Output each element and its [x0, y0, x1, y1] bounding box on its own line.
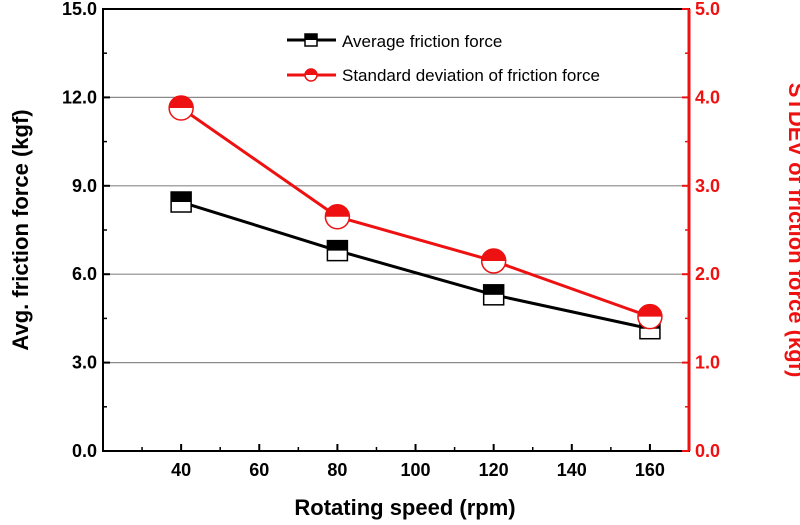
- point-avg-2-fill: [483, 284, 504, 295]
- left-tick-label-2: 6.0: [72, 264, 97, 284]
- right-tick-label-1: 1.0: [695, 353, 720, 373]
- legend-marker-stdev-fill: [305, 69, 317, 75]
- left-tick-label-4: 12.0: [62, 87, 97, 107]
- point-avg-1-fill: [327, 240, 348, 251]
- left-tick-label-0: 0.0: [72, 441, 97, 461]
- x-tick-label-3: 100: [401, 460, 431, 480]
- left-tick-label-1: 3.0: [72, 353, 97, 373]
- point-stdev-0: [168, 95, 194, 121]
- right-tick-label-0: 0.0: [695, 441, 720, 461]
- right-tick-label-4: 4.0: [695, 87, 720, 107]
- legend-label-stdev: Standard deviation of friction force: [342, 66, 600, 85]
- point-stdev-3-fill: [637, 304, 662, 317]
- series-lines: [180, 106, 651, 331]
- point-stdev-1: [324, 203, 351, 230]
- gridlines: [103, 96, 689, 364]
- x-tick-label-0: 40: [171, 460, 191, 480]
- legend-marker-average-fill: [305, 34, 317, 40]
- x-tick-label-5: 140: [557, 460, 587, 480]
- point-stdev-1-fill: [325, 204, 350, 217]
- right-tick-label-2: 2.0: [695, 264, 720, 284]
- legend: Average friction force Standard deviatio…: [287, 32, 600, 85]
- left-tick-label-5: 15.0: [62, 0, 97, 19]
- point-avg-1: [326, 239, 349, 262]
- x-axis-title: Rotating speed (rpm): [294, 495, 515, 520]
- series-line-1: [180, 106, 651, 319]
- legend-marker-average: [304, 33, 318, 47]
- left-axis-title: Avg. friction force (kgf): [8, 109, 33, 350]
- bottom-axis: 40 60 80 100 120 140 160: [141, 444, 665, 480]
- right-tick-label-3: 3.0: [695, 176, 720, 196]
- x-tick-label-6: 160: [635, 460, 665, 480]
- x-tick-label-4: 120: [479, 460, 509, 480]
- markers: [168, 95, 663, 340]
- series-line-0: [180, 200, 651, 331]
- left-tick-label-3: 9.0: [72, 176, 97, 196]
- x-tick-label-1: 60: [249, 460, 269, 480]
- point-stdev-2: [480, 248, 507, 274]
- x-tick-label-2: 80: [327, 460, 347, 480]
- point-avg-2: [482, 284, 505, 306]
- right-axis-title: STDEV of friction force (kgf): [784, 83, 800, 378]
- legend-item-average: [287, 33, 336, 47]
- point-stdev-2-fill: [481, 248, 506, 261]
- legend-label-average: Average friction force: [342, 32, 502, 51]
- point-avg-0-fill: [171, 192, 192, 203]
- point-avg-0: [170, 191, 192, 213]
- left-axis: 0.0 3.0 6.0 9.0 12.0 15.0: [62, 0, 110, 461]
- legend-item-stdev: [287, 68, 336, 82]
- point-stdev-0-fill: [169, 96, 194, 109]
- right-axis: 0.0 1.0 2.0 3.0 4.0 5.0: [682, 0, 720, 461]
- right-tick-label-5: 5.0: [695, 0, 720, 19]
- legend-marker-stdev: [304, 68, 318, 82]
- point-stdev-3: [637, 303, 663, 330]
